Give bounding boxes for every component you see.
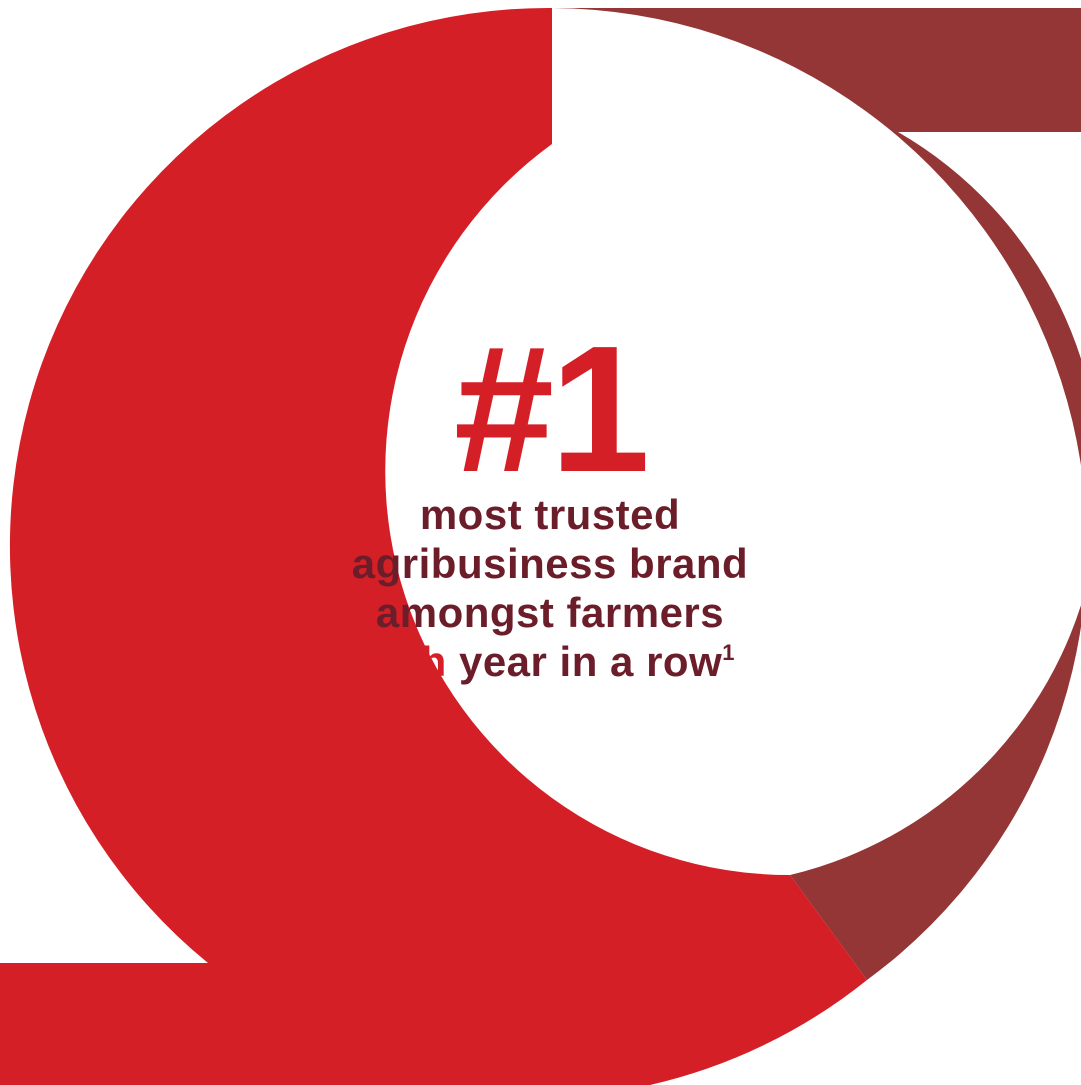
headline-block: #1 most trusted agribusiness brand among…	[240, 309, 860, 686]
ring-segment-dark	[552, 8, 1081, 980]
headline-line-4-rest: year in a row	[446, 638, 723, 685]
ring-segment-red	[0, 7, 867, 1085]
footnote-marker: 1	[722, 640, 735, 665]
headline-line-1: most trusted	[419, 491, 681, 538]
highlight-word: fifth	[365, 638, 447, 685]
headline-line-3: amongst farmers	[375, 589, 725, 636]
rank-number: #1	[453, 309, 650, 510]
headline-line-4: fifth year in a row1	[240, 637, 860, 686]
headline-line-2: agribusiness brand	[351, 540, 749, 587]
